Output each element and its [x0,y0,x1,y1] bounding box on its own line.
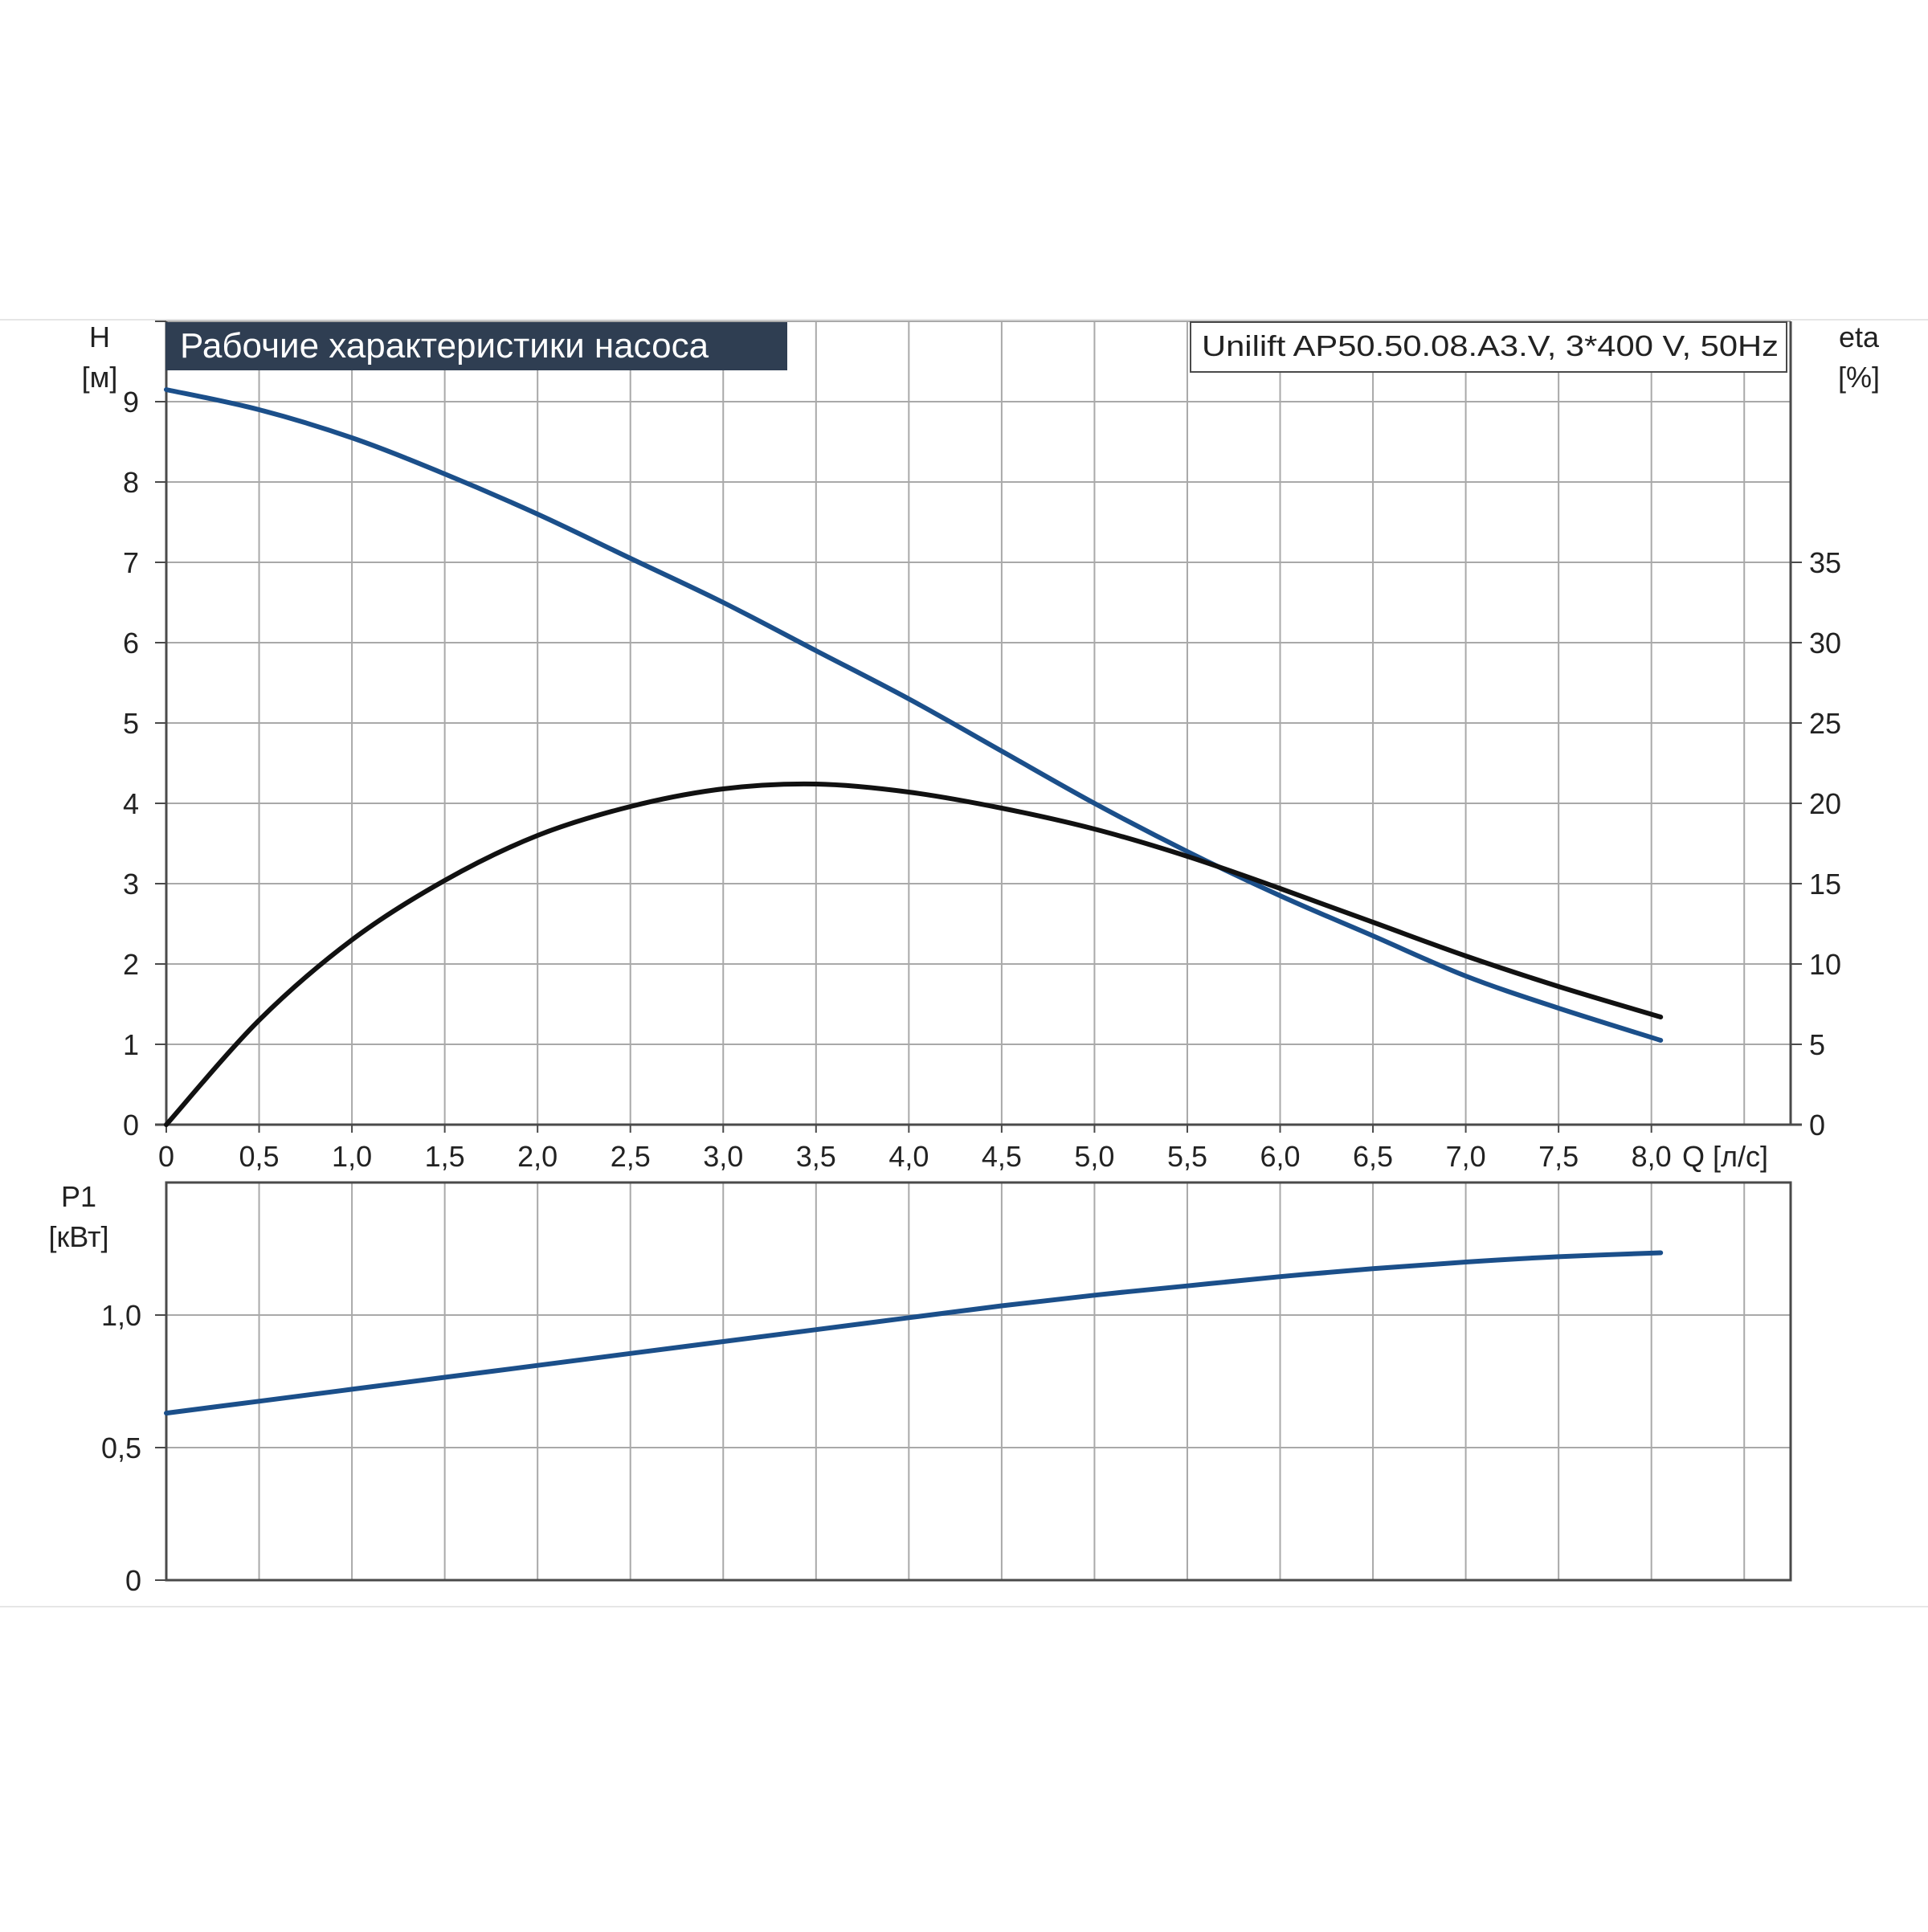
x-tick-label: 0,5 [239,1140,280,1173]
power-plot-frame [165,1181,1792,1582]
power-axis-unit: [кВт] [48,1220,108,1253]
eta-tick-label: 35 [1809,546,1841,579]
model-label-box [1190,321,1787,373]
power-tick-labels: 0 0,5 1,0 [101,1299,166,1597]
x-tick-label: 1,0 [332,1140,372,1173]
y-tick-label: 1 [123,1028,139,1061]
eta-tick-label: 25 [1809,707,1841,740]
eta-tick-label: 10 [1809,948,1841,981]
efficiency-axis-label: eta [1839,321,1880,353]
main-tick-labels: 0 0,5 1,0 1,5 2,0 2,5 3,0 3,5 4,0 4,5 5,0 5,5 6,0 6,5… [123,321,1841,1173]
x-tick-label: 3,5 [796,1140,836,1173]
power-tick-label: 0,5 [101,1432,141,1464]
title-background [165,322,787,370]
x-tick-label: 4,5 [982,1140,1022,1173]
x-tick-label: 7,5 [1538,1140,1579,1173]
y-tick-label: 0 [123,1109,139,1142]
curves [164,387,1664,1416]
y-tick-label: 6 [123,627,139,660]
efficiency-axis-unit: [%] [1838,361,1880,394]
x-tick-label: 1,5 [425,1140,465,1173]
power-plot-grid [165,1181,1792,1582]
head-axis-unit: [м] [82,361,118,394]
eta-tick-label: 20 [1809,787,1841,820]
head-axis-label: H [89,321,110,353]
y-tick-label: 4 [123,787,139,820]
x-tick-label: 6,5 [1353,1140,1393,1173]
x-tick-label: 2,0 [517,1140,558,1173]
x-tick-label: 2,5 [611,1140,651,1173]
efficiency-curve [164,781,1664,1127]
power-tick-label: 0 [125,1564,141,1597]
eta-tick-label: 0 [1809,1109,1825,1142]
power-tick-label: 1,0 [101,1299,141,1332]
y-tick-label: 8 [123,466,139,499]
y-tick-label: 3 [123,868,139,901]
eta-tick-label: 30 [1809,627,1841,660]
x-tick-label: 3,0 [703,1140,743,1173]
flow-axis-label: Q [л/с] [1682,1140,1768,1173]
x-tick-label: 6,0 [1260,1140,1300,1173]
power-curve [164,1250,1664,1416]
x-tick-label: 5,5 [1167,1140,1207,1173]
x-tick-label: 0 [158,1140,174,1173]
chart-title: Рабочие характеристики насоса [180,326,709,366]
head-curve [164,387,1664,1043]
eta-tick-label: 5 [1809,1028,1825,1061]
y-tick-label: 7 [123,546,139,579]
y-tick-label: 5 [123,707,139,740]
x-tick-label: 5,0 [1074,1140,1114,1173]
x-tick-label: 7,0 [1446,1140,1486,1173]
x-tick-label: 4,0 [888,1140,929,1173]
model-label: Unilift AP50.50.08.A3.V, 3*400 V, 50Hz [1202,329,1779,362]
y-tick-label: 9 [123,386,139,419]
power-axis-label: P1 [61,1180,96,1213]
main-plot-grid [155,321,1802,1126]
eta-tick-label: 15 [1809,868,1841,901]
x-tick-label: 8,0 [1632,1140,1672,1173]
y-tick-label: 2 [123,948,139,981]
